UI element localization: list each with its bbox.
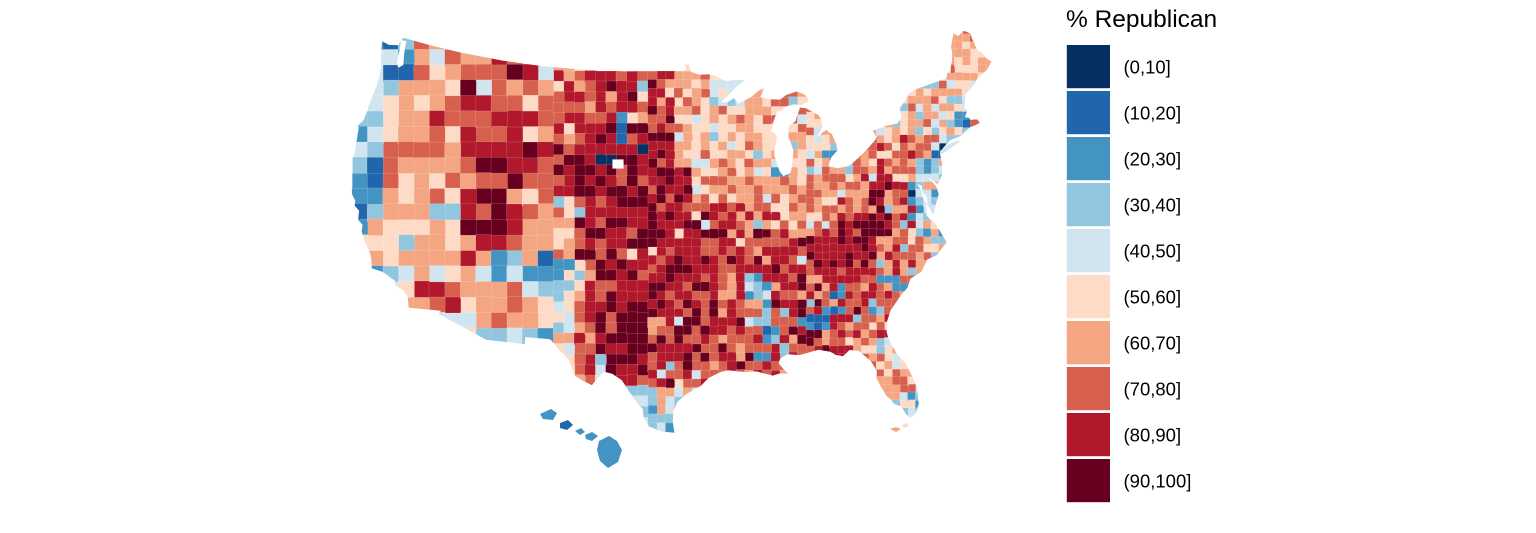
svg-text:(0,10]: (0,10] xyxy=(1124,57,1171,78)
svg-text:(80,90]: (80,90] xyxy=(1124,425,1182,446)
svg-text:(50,60]: (50,60] xyxy=(1124,287,1182,308)
svg-text:(10,20]: (10,20] xyxy=(1124,103,1182,124)
svg-text:(40,50]: (40,50] xyxy=(1124,241,1182,262)
svg-text:(30,40]: (30,40] xyxy=(1124,195,1182,216)
svg-text:(70,80]: (70,80] xyxy=(1124,379,1182,400)
svg-text:(20,30]: (20,30] xyxy=(1124,149,1182,170)
svg-text:(90,100]: (90,100] xyxy=(1124,471,1192,492)
svg-text:(60,70]: (60,70] xyxy=(1124,333,1182,354)
svg-text:% Republican: % Republican xyxy=(1066,6,1217,33)
